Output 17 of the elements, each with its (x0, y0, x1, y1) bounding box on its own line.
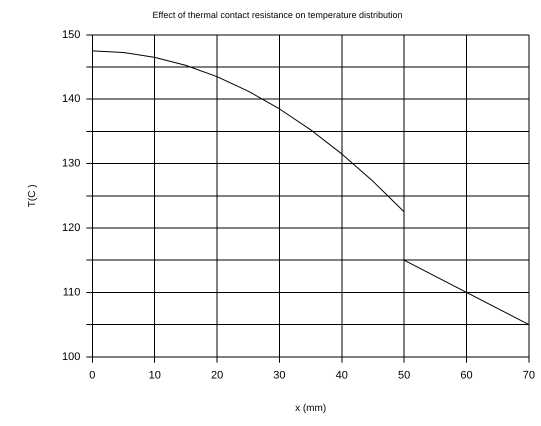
y-axis-title: T(C ) (26, 184, 38, 208)
y-tick-label: 110 (62, 286, 80, 298)
x-tick-label: 60 (460, 369, 473, 382)
x-tick-label: 70 (522, 369, 536, 382)
y-tick-label: 130 (62, 158, 80, 170)
x-tick-label: 50 (398, 369, 410, 382)
y-tick-label: 140 (62, 93, 80, 106)
y-tick-label: 100 (62, 350, 80, 363)
x-tick-label: 40 (336, 369, 348, 382)
x-tick-label: 0 (89, 369, 96, 382)
y-tick-label: 120 (62, 222, 80, 234)
x-tick-label: 10 (148, 369, 161, 382)
y-tick-label: 150 (62, 28, 80, 41)
x-tick-label: 20 (210, 369, 224, 382)
x-axis-title: x (mm) (295, 402, 326, 414)
chart-title: Effect of thermal contact resistance on temperature distribution (152, 10, 402, 20)
x-tick-label: 30 (273, 369, 286, 382)
